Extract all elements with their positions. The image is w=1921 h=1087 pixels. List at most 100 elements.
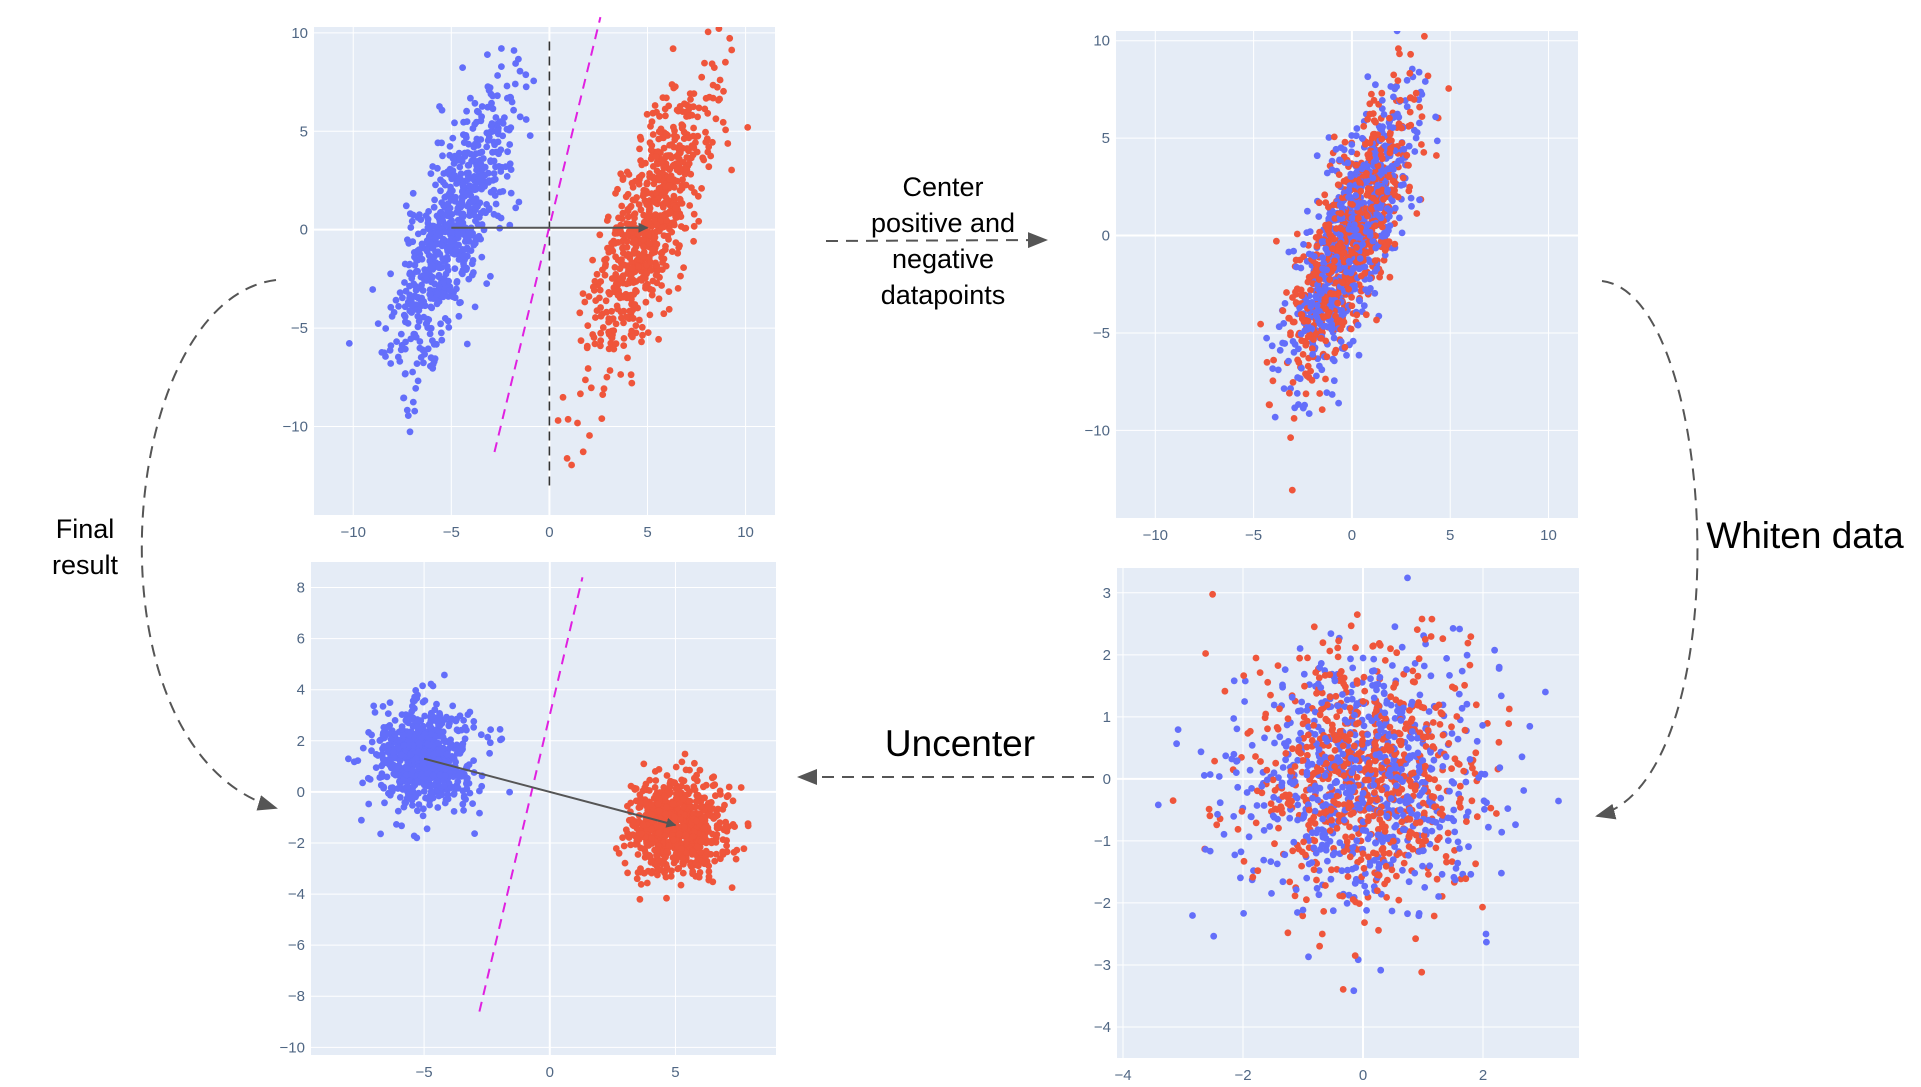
point-negative <box>487 726 494 733</box>
point-negative <box>454 772 462 780</box>
point-negative <box>1345 257 1353 265</box>
point-negative <box>1383 802 1391 810</box>
point-negative <box>1465 843 1472 851</box>
point-negative <box>1504 805 1512 812</box>
y-tick-label: −10 <box>280 1039 305 1056</box>
point-positive <box>624 207 632 215</box>
point-negative <box>1376 720 1383 728</box>
point-negative <box>1404 574 1411 582</box>
point-positive <box>658 254 666 261</box>
point-positive <box>1362 765 1370 772</box>
point-negative <box>395 737 403 744</box>
point-negative <box>1473 737 1481 745</box>
point-negative <box>1273 860 1281 868</box>
point-positive <box>649 277 657 285</box>
point-positive <box>681 12 688 19</box>
point-negative <box>1458 704 1466 712</box>
point-positive <box>1326 671 1334 679</box>
point-negative <box>406 210 414 218</box>
point-negative <box>429 273 436 281</box>
point-negative <box>498 63 505 70</box>
point-positive <box>1391 240 1399 248</box>
point-positive <box>1318 930 1326 938</box>
point-negative <box>490 170 498 177</box>
point-negative <box>1319 254 1327 262</box>
point-positive <box>1326 230 1334 238</box>
point-positive <box>1299 757 1307 764</box>
point-positive <box>1448 858 1456 865</box>
point-positive <box>1320 908 1328 915</box>
point-positive <box>1355 214 1362 222</box>
point-negative <box>1347 793 1355 801</box>
point-negative <box>1278 782 1286 790</box>
point-positive <box>629 314 637 322</box>
point-negative <box>459 213 467 221</box>
point-positive <box>1308 345 1316 352</box>
point-negative <box>1408 735 1415 742</box>
point-positive <box>1412 782 1420 790</box>
point-negative <box>489 148 496 156</box>
point-negative <box>1315 307 1323 315</box>
x-tick-label: −10 <box>341 524 366 541</box>
point-positive <box>1383 894 1390 901</box>
point-negative <box>453 285 460 293</box>
point-positive <box>1384 742 1391 750</box>
point-positive <box>1346 853 1354 861</box>
point-negative <box>522 116 530 123</box>
point-negative <box>1324 857 1331 865</box>
point-positive <box>1429 743 1437 750</box>
point-negative <box>455 232 463 239</box>
point-negative <box>1485 823 1492 831</box>
point-negative <box>1353 837 1361 844</box>
point-negative <box>1348 214 1356 222</box>
point-positive <box>1288 486 1296 494</box>
point-negative <box>354 757 362 764</box>
point-positive <box>1393 649 1401 657</box>
point-negative <box>477 117 485 125</box>
point-positive <box>1322 305 1330 313</box>
point-positive <box>1307 286 1314 294</box>
point-positive <box>1398 818 1406 826</box>
point-negative <box>444 168 451 176</box>
point-positive <box>1298 862 1305 870</box>
point-negative <box>1407 701 1415 709</box>
point-positive <box>1372 850 1380 858</box>
point-negative <box>1400 704 1407 712</box>
point-negative <box>392 296 400 304</box>
x-tick-label: −5 <box>1245 527 1262 544</box>
point-negative <box>1274 366 1282 374</box>
point-positive <box>665 288 673 295</box>
point-positive <box>1341 343 1349 351</box>
point-negative <box>1364 731 1372 738</box>
point-negative <box>463 107 470 115</box>
point-positive <box>1299 351 1307 358</box>
point-positive <box>1371 739 1379 747</box>
point-positive <box>1334 299 1341 307</box>
point-positive <box>1327 754 1335 762</box>
point-negative <box>390 770 398 778</box>
point-negative <box>1298 364 1305 372</box>
point-positive <box>1352 644 1359 652</box>
point-negative <box>412 687 420 694</box>
point-negative <box>451 119 458 127</box>
point-negative <box>1291 341 1299 348</box>
point-negative <box>414 778 421 785</box>
point-positive <box>720 87 727 95</box>
point-positive <box>1462 875 1470 883</box>
point-negative <box>507 189 515 197</box>
point-negative <box>480 155 487 162</box>
point-negative <box>1438 870 1446 878</box>
point-negative <box>398 726 406 733</box>
point-positive <box>1304 362 1312 370</box>
point-negative <box>460 794 468 801</box>
point-positive <box>1298 311 1306 319</box>
point-positive <box>1257 758 1264 765</box>
point-positive <box>1408 715 1416 723</box>
point-positive <box>564 415 572 423</box>
point-positive <box>614 305 621 313</box>
point-negative <box>1421 78 1429 85</box>
point-positive <box>576 309 584 317</box>
point-positive <box>1327 289 1334 297</box>
point-positive <box>1304 333 1312 341</box>
point-positive <box>637 135 645 143</box>
